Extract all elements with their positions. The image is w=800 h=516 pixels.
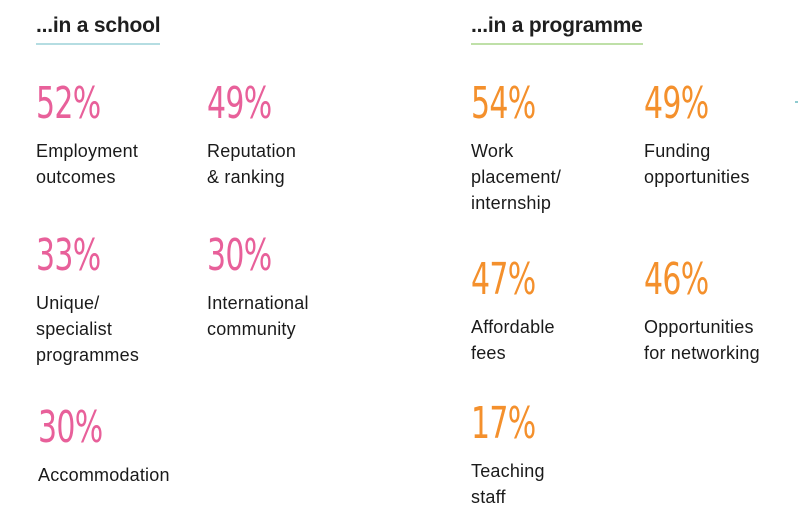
stat-value: 52% [36,78,101,129]
stat-affordable-fees: 47% Affordable fees [471,256,566,366]
stat-reputation-ranking: 49% Reputation & ranking [207,80,302,190]
stat-label: Funding opportunities [644,141,750,187]
stat-label: Accommodation [38,465,170,485]
stat-value: 47% [471,254,536,305]
stat-value: 33% [36,230,101,281]
stat-value: 49% [207,78,272,129]
stat-unique-programmes: 33% Unique/ specialist programmes [36,232,139,368]
stat-employment-outcomes: 52% Employment outcomes [36,80,138,190]
stat-label: Teaching staff [471,461,545,507]
programme-heading: ...in a programme [471,12,643,45]
stat-value: 17% [471,398,536,449]
stat-teaching-staff: 17% Teaching staff [471,400,566,510]
stat-value: 30% [38,402,103,453]
stat-work-placement: 54% Work placement/ internship [471,80,566,216]
stat-value: 30% [207,230,272,281]
stat-label: International community [207,293,309,339]
school-heading: ...in a school [36,12,161,45]
stat-label: Employment outcomes [36,141,139,187]
stat-label: Reputation & ranking [207,141,297,187]
stat-funding-opportunities: 49% Funding opportunities [644,80,750,190]
stat-value: 46% [644,254,709,305]
edge-tick-mark [795,101,798,103]
stat-international-community: 30% International community [207,232,309,342]
stat-accommodation: 30% Accommodation [38,404,170,488]
stat-label: Work placement/ internship [471,141,562,213]
stat-value: 54% [471,78,536,129]
stat-label: Unique/ specialist programmes [36,293,140,365]
stat-value: 49% [644,78,709,129]
stat-networking: 46% Opportunities for networking [644,256,760,366]
stat-label: Affordable fees [471,317,555,363]
stat-label: Opportunities for networking [644,317,760,363]
